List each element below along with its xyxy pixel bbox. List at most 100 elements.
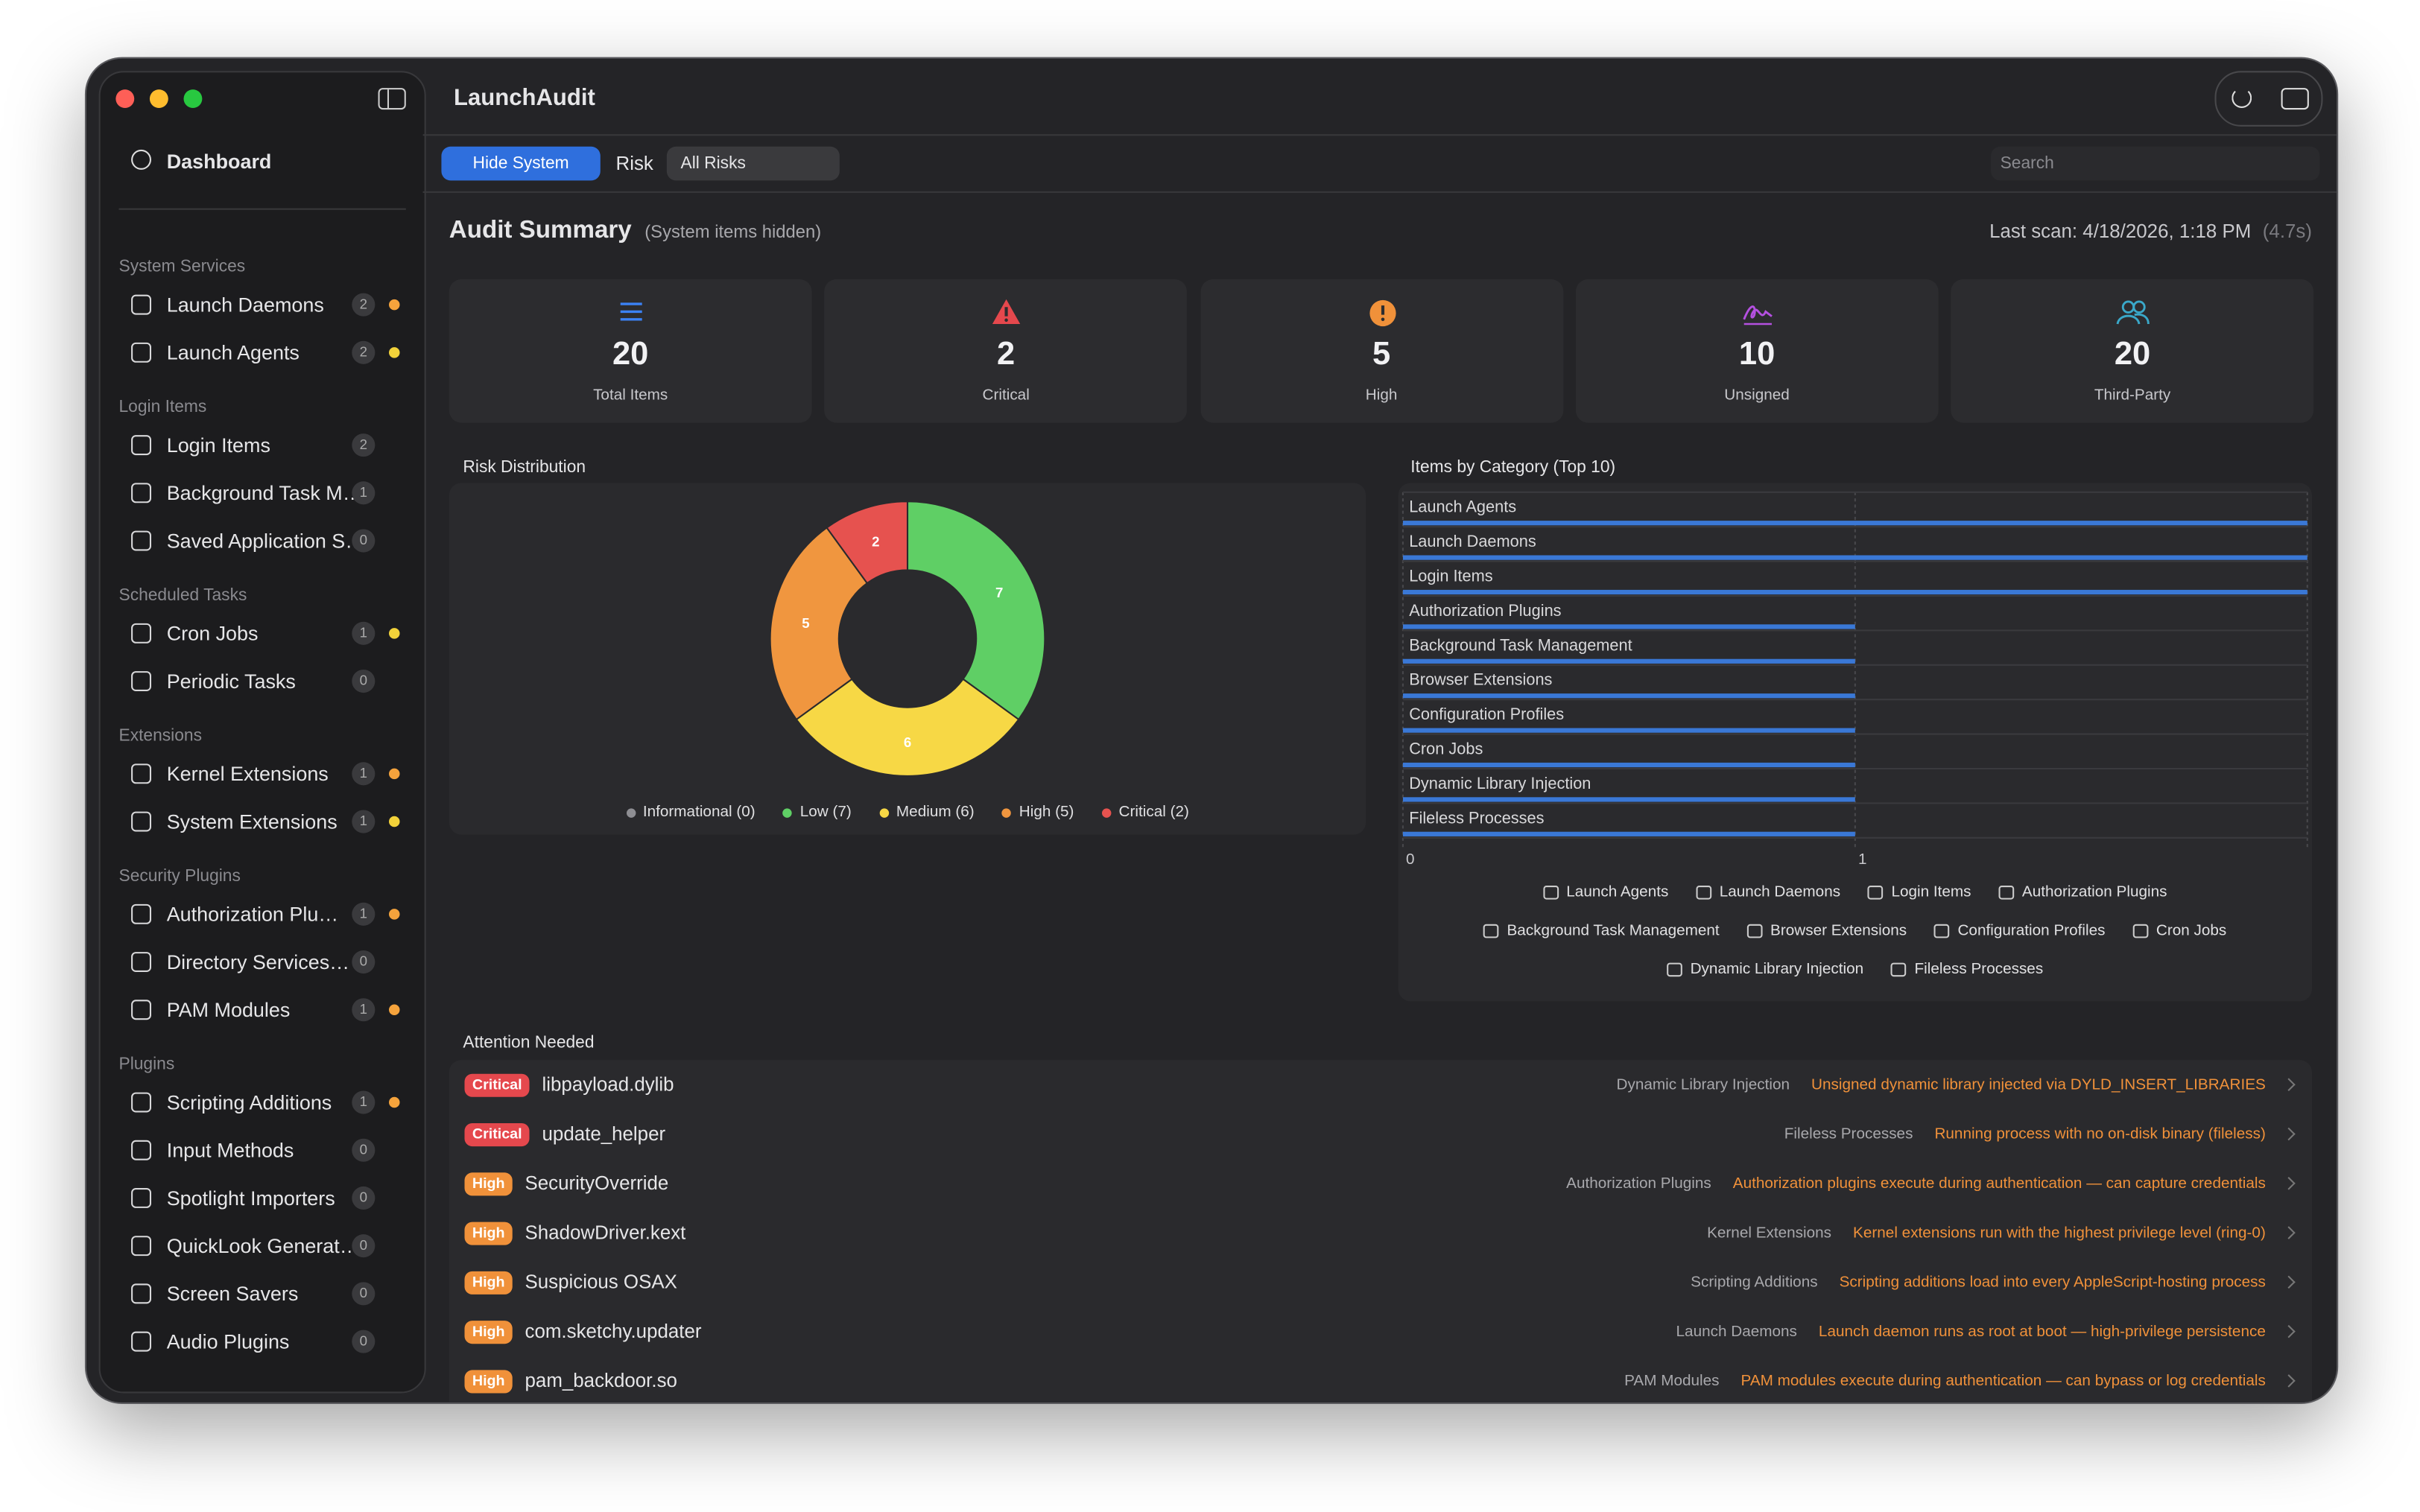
slice-label: 7 <box>995 585 1003 600</box>
bar-label: Login Items <box>1409 567 1493 585</box>
card-icon <box>2116 300 2150 325</box>
status-dot <box>389 909 400 920</box>
donut-chart: 7 6 5 2 <box>769 501 1046 777</box>
legend-icon <box>1696 886 1712 900</box>
item-icon <box>131 1188 152 1208</box>
item-icon <box>131 623 152 644</box>
attention-row[interactable]: High SecurityOverride Authorization Plugin… <box>449 1159 2312 1208</box>
count-badge: 2 <box>352 340 376 364</box>
legend-swatch <box>782 807 793 817</box>
item-label: Spotlight Importers <box>166 1186 335 1210</box>
dashboard-item[interactable]: Dashboard <box>119 144 406 178</box>
item-label: Audio Plugins <box>166 1330 290 1353</box>
count-badge: 0 <box>352 529 376 553</box>
count-badge: 1 <box>352 621 376 645</box>
legend-item: Launch Daemons <box>1696 884 1840 901</box>
sidebar-item[interactable]: PAM Modules 1 <box>101 986 425 1034</box>
bar-label: Background Task Management <box>1409 635 1632 654</box>
item-category: Kernel Extensions <box>1707 1224 1832 1242</box>
sidebar-item[interactable]: Periodic Tasks 0 <box>101 657 425 705</box>
sidebar-toggle[interactable] <box>378 88 406 110</box>
sidebar-item[interactable]: Authorization Plu… 1 <box>101 890 425 938</box>
legend-item: Background Task Management <box>1483 923 1720 940</box>
attention-list: Critical libpayload.dylib Dynamic Library … <box>449 1060 2313 1403</box>
legend-item: Dynamic Library Injection <box>1667 962 1863 978</box>
card-value: 5 <box>1372 336 1391 372</box>
item-icon <box>131 1092 152 1113</box>
hide-system-button[interactable]: Hide System <box>441 146 601 181</box>
bar-label: Dynamic Library Injection <box>1409 774 1591 792</box>
bar-label: Fileless Processes <box>1409 808 1544 827</box>
pie-slice <box>769 526 869 721</box>
item-reason: PAM modules execute during authenticatio… <box>1740 1372 2266 1390</box>
sidebar-item[interactable]: Directory Services… 0 <box>101 938 425 985</box>
sidebar-item[interactable]: Input Methods 0 <box>101 1126 425 1174</box>
section-title: Plugins <box>118 1055 175 1074</box>
section-title: System Services <box>118 257 246 276</box>
count-badge: 0 <box>352 1186 376 1210</box>
close-button[interactable] <box>115 89 135 109</box>
item-label: Launch Daemons <box>166 293 324 317</box>
item-icon <box>131 1331 152 1352</box>
legend-label: Login Items <box>1891 883 1971 901</box>
card-value: 10 <box>1738 336 1776 372</box>
attention-row[interactable]: High ShadowDriver.kext Kernel Extensions Ke… <box>449 1208 2312 1257</box>
section-title: Security Plugins <box>118 867 241 886</box>
bar-label: Launch Agents <box>1409 498 1516 516</box>
bar <box>1402 762 1855 768</box>
dashboard-label: Dashboard <box>166 149 272 174</box>
card-value: 2 <box>997 336 1016 372</box>
sidebar-item[interactable]: Cron Jobs 1 <box>101 609 425 657</box>
item-name: com.sketchy.updater <box>525 1321 702 1343</box>
minimize-button[interactable] <box>149 89 168 109</box>
zoom-button[interactable] <box>183 89 203 109</box>
sidebar-item[interactable]: Launch Daemons 2 <box>101 281 425 328</box>
summary-card: 2 Critical <box>824 279 1188 423</box>
sidebar-item[interactable]: Audio Plugins 0 <box>101 1318 425 1365</box>
sidebar-item[interactable]: Kernel Extensions 1 <box>101 750 425 798</box>
sidebar-item[interactable]: Saved Application S… 0 <box>101 517 425 565</box>
pie-slice <box>795 678 1020 777</box>
inspector-toggle[interactable] <box>2281 88 2309 110</box>
attention-row[interactable]: Critical update_helper Fileless Processes R… <box>449 1109 2312 1158</box>
legend: Launch Agents Launch Daemons Login Items Au… <box>1429 884 2281 978</box>
item-icon <box>131 342 152 363</box>
legend-item: Browser Extensions <box>1746 923 1907 940</box>
legend-label: High (5) <box>1019 804 1074 822</box>
legend: Informational (0) Low (7) Medium (6) High (… <box>449 804 1366 821</box>
attention-row[interactable]: High Suspicious OSAX Scripting Additions Sc… <box>449 1257 2312 1306</box>
select-value: All Risks <box>680 154 746 174</box>
item-icon <box>131 483 152 504</box>
search-field[interactable]: Search <box>1991 146 2320 181</box>
item-icon <box>131 1236 152 1257</box>
chart-title: Risk Distribution <box>463 458 586 477</box>
item-name: update_helper <box>542 1123 666 1146</box>
legend-label: Cron Jobs <box>2155 922 2227 940</box>
item-label: Cron Jobs <box>166 621 259 645</box>
sidebar-item[interactable]: Background Task M… 1 <box>101 469 425 517</box>
sidebar-item[interactable]: Scripting Additions 1 <box>101 1079 425 1126</box>
sidebar-item[interactable]: Spotlight Importers 0 <box>101 1174 425 1222</box>
item-label: Input Methods <box>166 1138 294 1162</box>
sidebar-item[interactable]: Launch Agents 2 <box>101 328 425 376</box>
sidebar-item[interactable]: Login Items 2 <box>101 422 425 469</box>
pie-slice <box>826 501 909 585</box>
attention-row[interactable]: High pam_backdoor.so PAM Modules PAM module… <box>449 1356 2312 1403</box>
item-label: Scripting Additions <box>166 1090 332 1114</box>
slice-label: 5 <box>802 615 809 631</box>
card-label: Critical <box>982 387 1030 404</box>
attention-row[interactable]: High com.sketchy.updater Launch Daemons Lau… <box>449 1307 2312 1356</box>
sidebar-section: Scheduled Tasks Cron Jobs 1 Periodic Tasks 0 <box>101 585 425 705</box>
chevron <box>2282 1078 2296 1092</box>
sidebar-item[interactable]: System Extensions 1 <box>101 798 425 845</box>
refresh-button[interactable] <box>2231 88 2252 109</box>
legend-label: Medium (6) <box>896 804 975 822</box>
item-reason: Running process with no on-disk binary (… <box>1934 1125 2266 1143</box>
card-value: 20 <box>2114 336 2151 372</box>
count-badge: 0 <box>352 670 376 693</box>
sidebar-item[interactable]: QuickLook Generat… 0 <box>101 1222 425 1270</box>
sidebar-item[interactable]: Screen Savers 0 <box>101 1270 425 1318</box>
bar <box>1402 797 1855 802</box>
attention-row[interactable]: Critical libpayload.dylib Dynamic Library … <box>449 1060 2312 1109</box>
risk-select[interactable]: All Risks <box>666 146 840 181</box>
